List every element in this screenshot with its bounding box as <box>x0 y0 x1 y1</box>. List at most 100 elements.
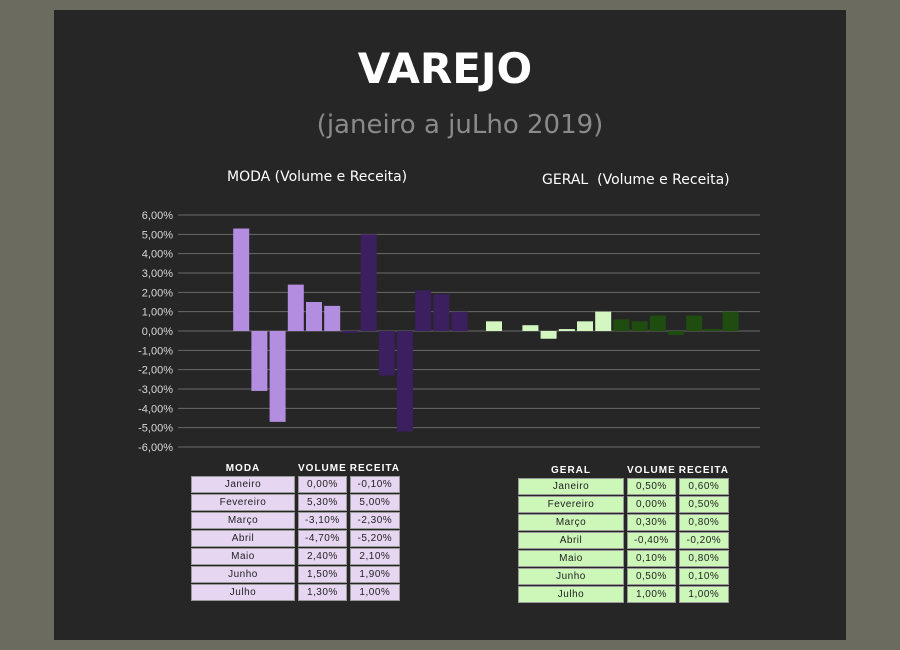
y-tick-label: -1,00% <box>138 345 173 357</box>
y-tick-label: 3,00% <box>142 268 173 280</box>
moda-volume-bar <box>233 228 250 331</box>
volume-cell: -4,70% <box>298 530 347 547</box>
table-header: RECEITA <box>678 464 729 476</box>
volume-cell: 1,30% <box>298 584 347 601</box>
table-row: Julho 1,30% 1,00% <box>191 584 400 601</box>
volume-cell: 1,50% <box>298 566 347 583</box>
month-cell: Junho <box>191 566 295 583</box>
moda-receita-bar <box>451 311 468 331</box>
geral-group-title: GERAL (Volume e Receita) <box>542 172 730 188</box>
geral-volume-bar <box>486 321 502 331</box>
receita-cell: 0,50% <box>678 496 729 513</box>
y-tick-label: 6,00% <box>142 210 173 222</box>
geral-receita-bar <box>668 331 684 335</box>
geral-volume-bar <box>522 325 539 331</box>
month-cell: Janeiro <box>518 478 624 495</box>
table-header: VOLUME <box>627 464 676 476</box>
y-tick-label: -6,00% <box>138 442 173 454</box>
volume-cell: 0,30% <box>627 514 676 531</box>
month-cell: Abril <box>518 532 624 549</box>
table-row: Maio 0,10% 0,80% <box>518 550 729 567</box>
volume-cell: 0,00% <box>627 496 676 513</box>
moda-volume-bar <box>306 302 322 331</box>
volume-cell: 5,30% <box>298 494 347 511</box>
y-tick-label: 2,00% <box>142 287 173 299</box>
table-row: Março 0,30% 0,80% <box>518 514 729 531</box>
table-row: Abril -0,40% -0,20% <box>518 532 729 549</box>
month-cell: Fevereiro <box>518 496 624 513</box>
geral-receita-bar <box>686 315 703 331</box>
table-row: Fevereiro 0,00% 0,50% <box>518 496 729 513</box>
moda-receita-bar <box>378 331 395 376</box>
geral-data-table: GERAL VOLUME RECEITA Janeiro 0,50% 0,60% Fe… <box>515 462 732 604</box>
y-tick-label: 4,00% <box>142 249 173 261</box>
receita-cell: 5,00% <box>349 494 400 511</box>
volume-cell: 1,00% <box>627 586 676 603</box>
geral-receita-bar <box>631 321 648 331</box>
moda-volume-bar <box>324 305 341 331</box>
receita-cell: 0,10% <box>678 568 729 585</box>
volume-cell: 0,00% <box>298 476 347 493</box>
table-header: VOLUME <box>298 462 347 474</box>
receita-cell: -5,20% <box>349 530 400 547</box>
month-cell: Março <box>518 514 624 531</box>
y-tick-label: -2,00% <box>138 365 173 377</box>
moda-data-table: MODA VOLUME RECEITA Janeiro 0,00% -0,10% Fe… <box>188 460 403 602</box>
month-cell: Julho <box>518 586 624 603</box>
receita-cell: 0,80% <box>678 514 729 531</box>
volume-cell: 0,50% <box>627 568 676 585</box>
receita-cell: 1,90% <box>349 566 400 583</box>
table-header: GERAL <box>551 464 591 476</box>
moda-receita-bar <box>397 331 413 432</box>
month-cell: Junho <box>518 568 624 585</box>
geral-receita-bar <box>649 315 666 331</box>
volume-cell: 2,40% <box>298 548 347 565</box>
month-cell: Janeiro <box>191 476 295 493</box>
page-subtitle: (janeiro a juLho 2019) <box>316 110 604 140</box>
moda-receita-bar <box>360 234 377 331</box>
table-header: RECEITA <box>349 462 400 474</box>
month-cell: Maio <box>191 548 295 565</box>
receita-cell: 1,00% <box>678 586 729 603</box>
table-row: Junho 1,50% 1,90% <box>191 566 400 583</box>
geral-volume-bar <box>577 321 593 331</box>
month-cell: Fevereiro <box>191 494 295 511</box>
geral-volume-bar <box>595 311 612 331</box>
moda-volume-bar <box>269 331 286 422</box>
month-cell: Abril <box>191 530 295 547</box>
table-row: Janeiro 0,50% 0,60% <box>518 478 729 495</box>
month-cell: Maio <box>518 550 624 567</box>
table-row: Fevereiro 5,30% 5,00% <box>191 494 400 511</box>
receita-cell: 0,80% <box>678 550 729 567</box>
table-row: Março -3,10% -2,30% <box>191 512 400 529</box>
moda-group-title: MODA (Volume e Receita) <box>227 169 408 185</box>
y-tick-label: -5,00% <box>138 423 173 435</box>
receita-cell: -2,30% <box>349 512 400 529</box>
moda-receita-bar <box>433 294 450 331</box>
y-tick-label: -3,00% <box>138 384 173 396</box>
month-cell: Julho <box>191 584 295 601</box>
y-tick-label: 1,00% <box>142 307 173 319</box>
table-header: MODA <box>225 462 261 474</box>
receita-cell: 2,10% <box>349 548 400 565</box>
geral-receita-bar <box>613 319 630 331</box>
moda-receita-bar <box>415 290 432 331</box>
receita-cell: 0,60% <box>678 478 729 495</box>
receita-cell: -0,10% <box>349 476 400 493</box>
table-row: Junho 0,50% 0,10% <box>518 568 729 585</box>
geral-volume-bar <box>540 331 557 339</box>
geral-receita-bar <box>722 311 739 331</box>
table-row: Maio 2,40% 2,10% <box>191 548 400 565</box>
y-tick-label: 5,00% <box>142 229 173 241</box>
moda-volume-bar <box>287 284 304 331</box>
table-row: Julho 1,00% 1,00% <box>518 586 729 603</box>
page-title: VAREJO <box>357 44 533 93</box>
table-row: Janeiro 0,00% -0,10% <box>191 476 400 493</box>
month-cell: Março <box>191 512 295 529</box>
receita-cell: -0,20% <box>678 532 729 549</box>
receita-cell: 1,00% <box>349 584 400 601</box>
moda-volume-bar <box>251 331 268 391</box>
geral-volume-bar <box>558 329 575 331</box>
volume-cell: -3,10% <box>298 512 347 529</box>
